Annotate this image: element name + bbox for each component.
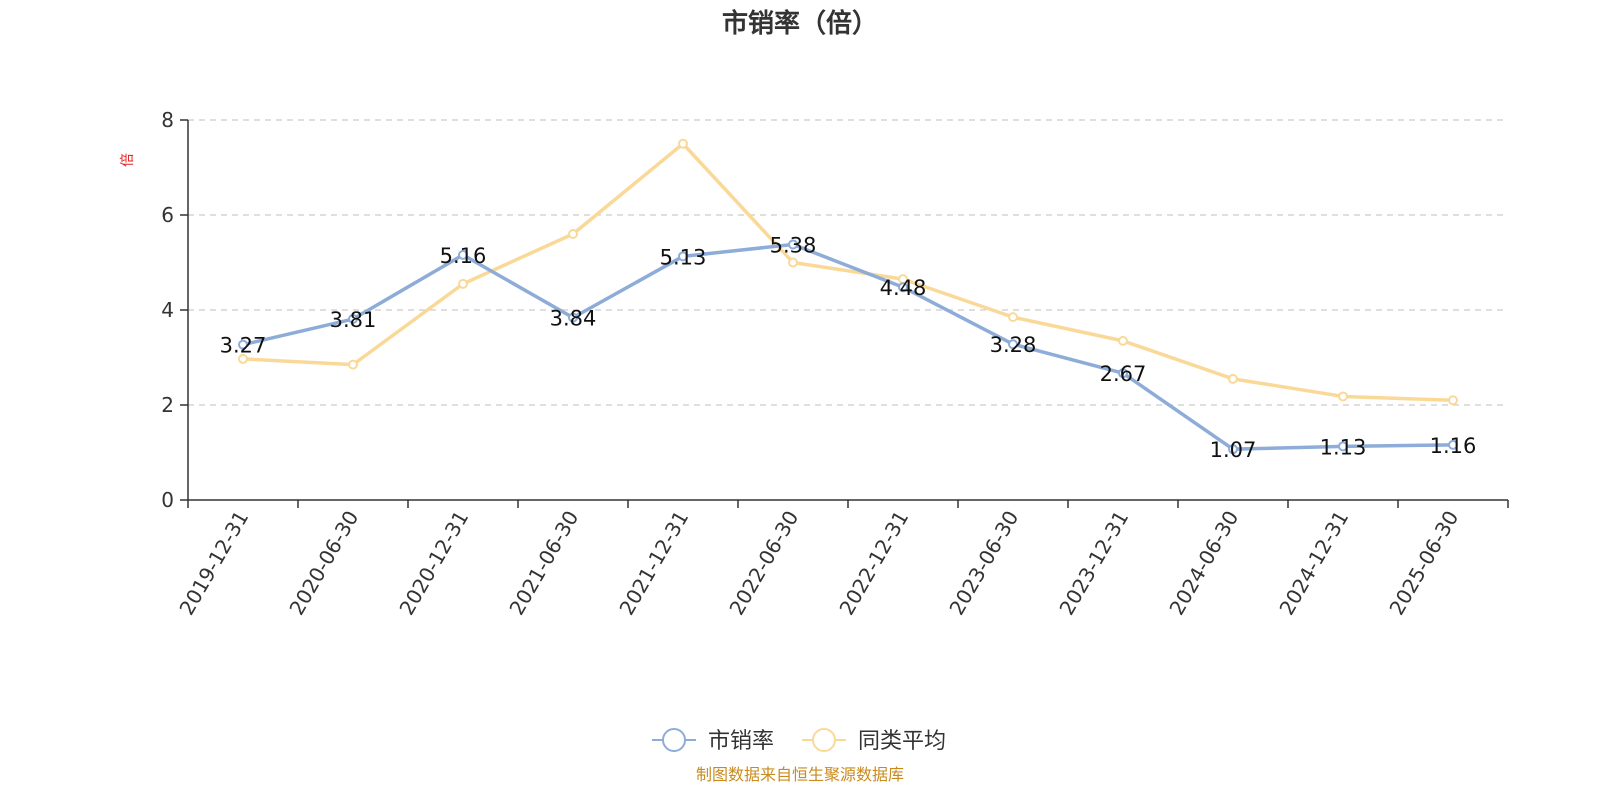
y-tick-label: 8: [161, 108, 174, 132]
data-point: [348, 314, 358, 325]
data-point: [1118, 368, 1128, 379]
chart-title: 市销率（倍）: [722, 8, 878, 39]
data-point: [678, 138, 688, 149]
data-point: [1338, 441, 1348, 452]
data-point: [1448, 439, 1458, 450]
x-tick-label: 2025-06-30: [1384, 507, 1463, 620]
legend-marker: [662, 728, 686, 752]
x-tick-label: 2023-12-31: [1054, 507, 1133, 620]
data-label: 1.07: [1210, 438, 1257, 462]
data-label: 3.27: [220, 334, 267, 358]
y-tick-label: 4: [161, 298, 174, 322]
x-tick-label: 2024-06-30: [1164, 507, 1243, 620]
data-point: [458, 278, 468, 289]
data-label: 1.13: [1320, 435, 1367, 459]
data-point: [458, 249, 468, 260]
x-tick-label: 2022-12-31: [834, 507, 913, 620]
source-note: 制图数据来自恒生聚源数据库: [696, 765, 904, 784]
data-label: 5.38: [770, 233, 817, 257]
x-tick-label: 2020-12-31: [394, 507, 473, 620]
y-tick-label: 0: [161, 488, 174, 512]
y-axis-unit-label: 倍: [120, 153, 136, 167]
data-label: 5.16: [440, 244, 487, 268]
data-label: 2.67: [1100, 362, 1147, 386]
data-point: [1228, 373, 1238, 384]
legend: 市销率 同类平均: [652, 728, 946, 754]
data-point: [1118, 335, 1128, 346]
data-point: [568, 312, 578, 323]
y-tick-label: 6: [161, 203, 174, 227]
grid-lines: [188, 119, 1508, 406]
x-tick-label: 2020-06-30: [284, 507, 363, 620]
x-tick-label: 2021-06-30: [504, 507, 583, 620]
x-tick-label: 2024-12-31: [1274, 507, 1353, 620]
data-label: 1.16: [1430, 434, 1477, 458]
data-point: [348, 359, 358, 370]
data-point: [898, 282, 908, 293]
legend-marker: [812, 728, 836, 752]
data-point: [788, 239, 798, 250]
data-point: [1008, 339, 1018, 350]
x-tick-label: 2022-06-30: [724, 507, 803, 620]
data-label: 5.13: [660, 245, 707, 269]
data-point: [1448, 395, 1458, 406]
series-line: [241, 142, 1455, 402]
data-label: 4.48: [880, 276, 927, 300]
data-label: 3.28: [990, 333, 1037, 357]
x-tick-label: 2019-12-31: [174, 507, 253, 620]
data-label: 3.81: [330, 308, 377, 332]
legend-label: 同类平均: [858, 729, 946, 754]
data-point: [1338, 391, 1348, 402]
data-point: [788, 257, 798, 268]
data-label: 3.84: [550, 307, 597, 331]
x-tick-label: 2021-12-31: [614, 507, 693, 620]
data-point: [1008, 312, 1018, 323]
data-point: [238, 339, 248, 350]
x-tick-label: 2023-06-30: [944, 507, 1023, 620]
legend-label: 市销率: [708, 729, 774, 754]
data-point: [1228, 444, 1238, 455]
data-point: [678, 251, 688, 262]
data-labels: 3.27 3.81 5.16 3.84 5.13 5.38 4.48 3.28 2.67 1.07…: [220, 233, 1477, 462]
data-point: [568, 229, 578, 239]
y-tick-label: 2: [161, 393, 174, 417]
series-lines: [238, 138, 1458, 455]
data-point: [238, 353, 248, 364]
series-line: [241, 242, 1455, 451]
axes: 0 2 4 6 8 2019-12-31 2020-06-30 2020-12-31 2021-…: [161, 108, 1509, 620]
